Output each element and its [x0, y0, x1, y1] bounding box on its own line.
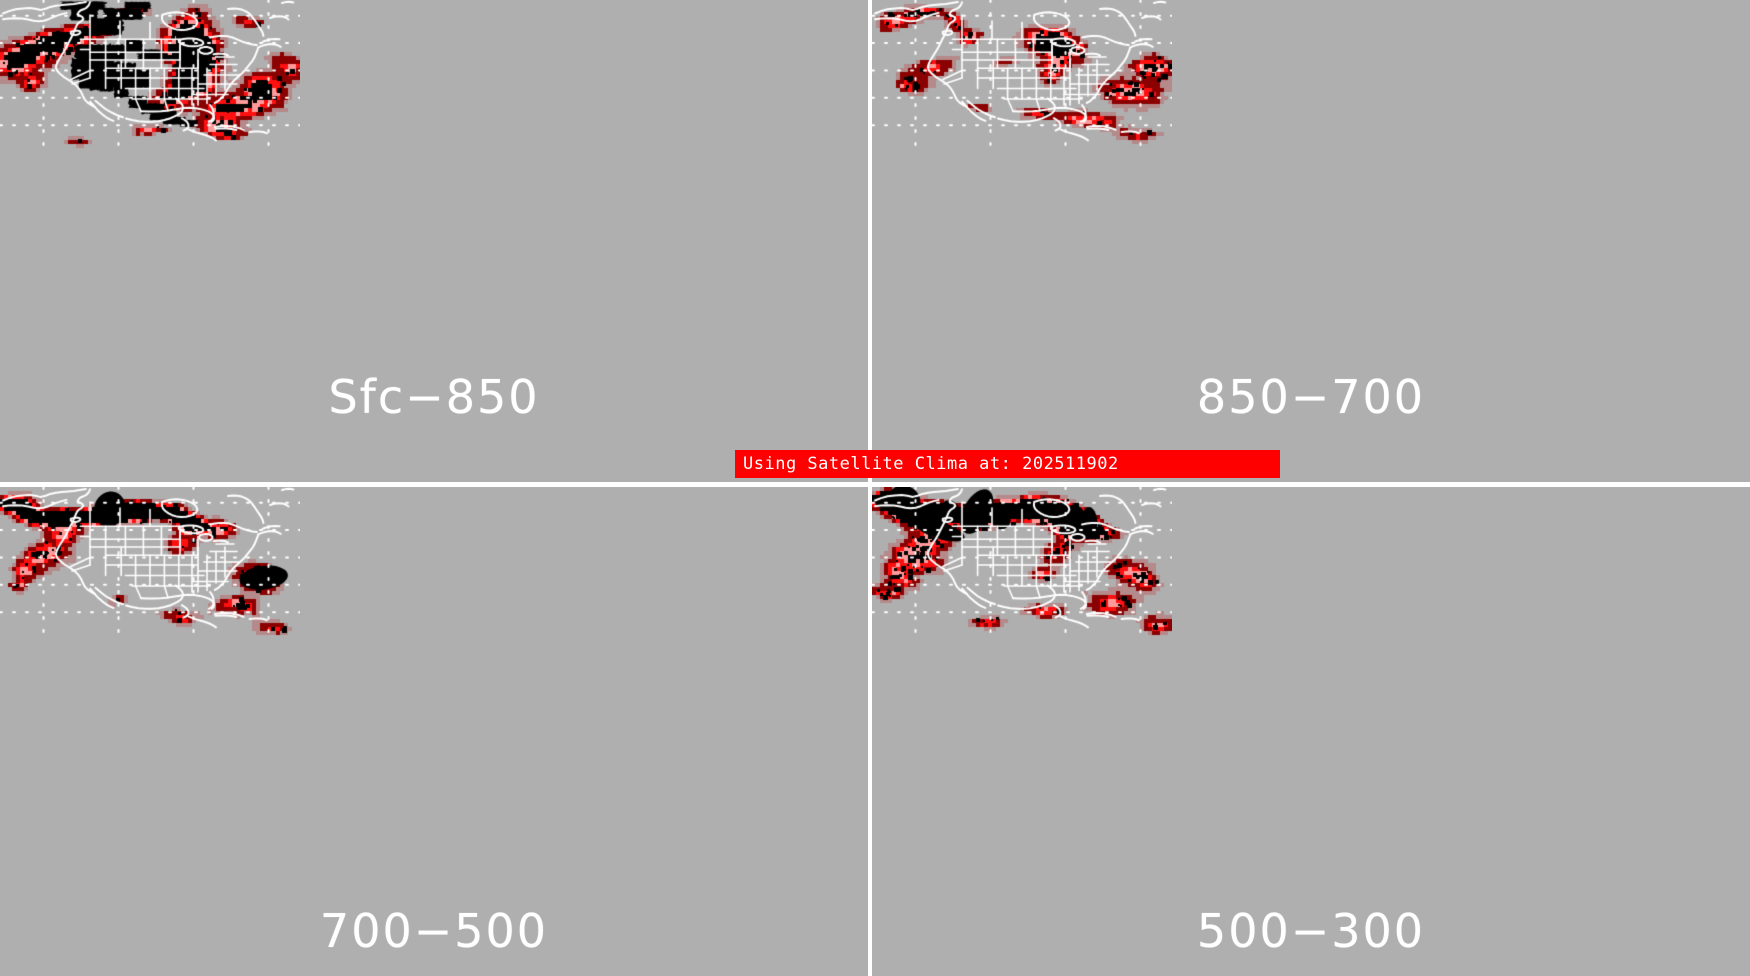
- panel-label-850-700: 850−700: [1196, 370, 1426, 424]
- panel-500-300[interactable]: 500−300: [872, 487, 1750, 976]
- status-banner: Using Satellite Clima at: 202511902: [735, 450, 1280, 478]
- map-canvas-700-500: [0, 487, 300, 637]
- panel-label-sfc-850: Sfc−850: [328, 370, 540, 424]
- panel-label-500-300: 500−300: [1196, 904, 1426, 958]
- panel-sfc-850[interactable]: Sfc−850: [0, 0, 872, 487]
- map-canvas-850-700: [872, 0, 1172, 150]
- panel-700-500[interactable]: 700−500: [0, 487, 872, 976]
- panel-label-700-500: 700−500: [319, 904, 549, 958]
- map-canvas-sfc-850: [0, 0, 300, 150]
- panel-850-700[interactable]: 850−700: [872, 0, 1750, 487]
- map-canvas-500-300: [872, 487, 1172, 637]
